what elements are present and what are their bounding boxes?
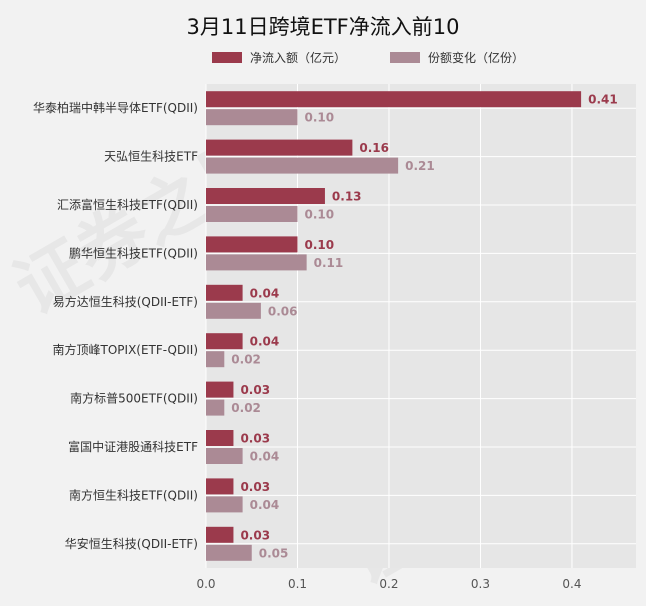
x-tick-label: 0.2 <box>379 577 398 591</box>
data-label: 0.16 <box>359 141 389 155</box>
x-tick-label: 0.0 <box>196 577 215 591</box>
bar <box>206 188 325 204</box>
data-label: 0.10 <box>304 238 334 252</box>
bar <box>206 544 252 561</box>
bar <box>206 526 234 543</box>
legend-swatch <box>212 52 242 63</box>
data-label: 0.02 <box>231 401 261 415</box>
x-tick-label: 0.3 <box>471 577 490 591</box>
category-label: 南方恒生科技ETF(QDII) <box>69 487 198 502</box>
category-label: 南方顶峰TOPIX(ETF-QDII) <box>53 342 198 357</box>
chart-title: 3月11日跨境ETF净流入前10 <box>187 15 460 39</box>
data-label: 0.02 <box>231 353 261 367</box>
data-label: 0.04 <box>250 498 280 512</box>
bar <box>206 399 225 416</box>
bar <box>206 448 243 464</box>
legend-swatch <box>390 52 420 63</box>
data-label: 0.41 <box>588 93 618 107</box>
bar <box>206 139 353 156</box>
category-label: 鹏华恒生科技ETF(QDII) <box>69 246 198 260</box>
data-label: 0.03 <box>240 432 270 446</box>
x-tick-label: 0.1 <box>288 577 307 591</box>
bar <box>206 381 234 398</box>
bar <box>206 254 307 271</box>
category-label: 天弘恒生科技ETF <box>104 150 198 164</box>
data-label: 0.11 <box>314 256 344 270</box>
x-tick-label: 0.4 <box>562 577 581 591</box>
data-label: 0.04 <box>250 286 280 300</box>
data-label: 0.04 <box>250 450 280 464</box>
bar <box>206 236 298 253</box>
category-label: 富国中证港股通科技ETF <box>68 439 198 454</box>
data-label: 0.10 <box>304 111 334 125</box>
bar <box>206 302 261 319</box>
category-label: 易方达恒生科技(QDII-ETF) <box>53 294 198 309</box>
data-label: 0.03 <box>240 480 270 494</box>
data-label: 0.03 <box>240 528 270 542</box>
bar <box>206 496 243 513</box>
data-label: 0.04 <box>250 335 280 349</box>
bar <box>206 91 582 108</box>
data-label: 0.13 <box>332 190 362 204</box>
category-label: 南方标普500ETF(QDII) <box>70 391 198 406</box>
data-label: 0.10 <box>304 208 334 222</box>
data-label: 0.03 <box>240 383 270 397</box>
bar <box>206 333 243 350</box>
bar <box>206 284 243 301</box>
bar <box>206 109 298 126</box>
category-label: 华泰柏瑞中韩半导体ETF(QDII) <box>33 100 198 115</box>
data-label: 0.21 <box>405 159 435 173</box>
legend-label: 份额变化（亿份） <box>428 50 524 65</box>
bar <box>206 206 298 222</box>
bar <box>206 478 234 495</box>
legend-label: 净流入额（亿元） <box>250 50 346 65</box>
category-label: 华安恒生科技(QDII-ETF) <box>65 536 198 551</box>
bar <box>206 157 399 174</box>
bar <box>206 430 234 446</box>
category-label: 汇添富恒生科技ETF(QDII) <box>57 197 198 212</box>
data-label: 0.06 <box>268 304 298 318</box>
data-label: 0.05 <box>259 546 289 560</box>
bar <box>206 351 225 368</box>
